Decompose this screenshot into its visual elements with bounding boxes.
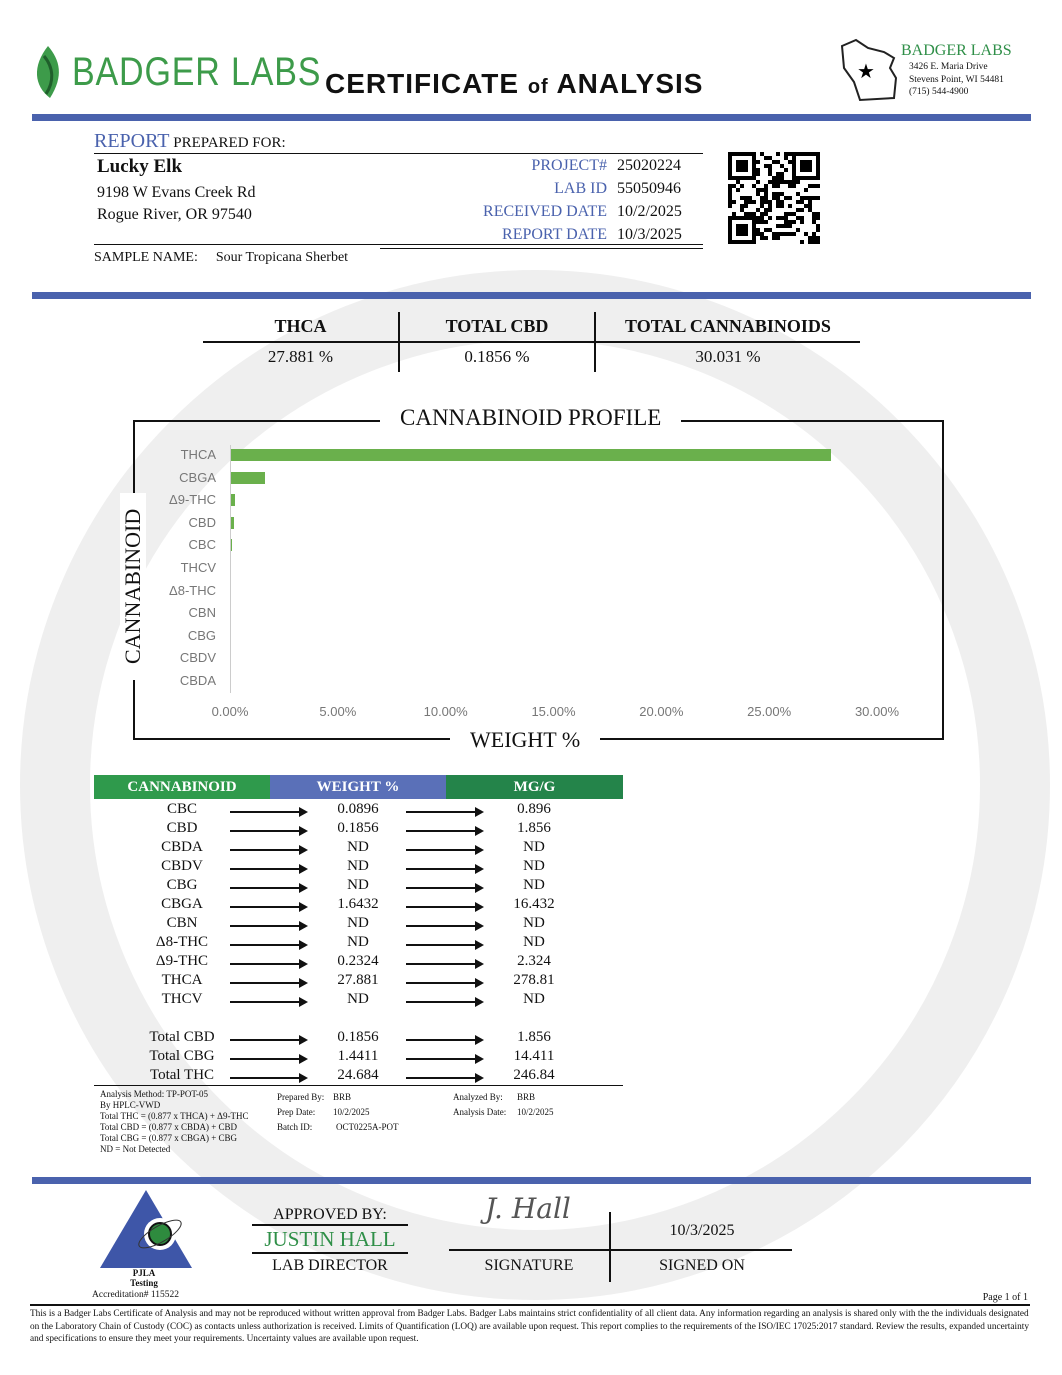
column-header-mgg: MG/G <box>446 775 623 799</box>
divider <box>32 114 1031 121</box>
table-row: Δ9-THC 0.2324 2.324 <box>155 953 551 969</box>
y-tick-label: Δ9-THC <box>169 492 216 508</box>
table-row: CBDV ND ND <box>161 858 545 874</box>
x-tick-label: 5.00% <box>319 704 357 719</box>
divider <box>94 1085 623 1086</box>
chart-title: CANNABINOID PROFILE <box>380 405 682 431</box>
meta-row: LAB ID 55050946 <box>554 180 681 197</box>
table-row: THCV ND ND <box>161 991 545 1007</box>
logo-text: BADGER LABS <box>72 50 322 94</box>
y-axis-label: CANNABINOID <box>120 492 146 680</box>
x-tick-label: 0.00% <box>211 704 249 719</box>
bar <box>230 449 832 461</box>
meta-row: REPORT DATE 10/3/2025 <box>502 226 682 243</box>
table-row: CBC 0.0896 0.896 <box>166 801 551 817</box>
note-line: Analysis Method: TP-POT-05 <box>100 1089 209 1099</box>
analysis-notes: Analysis Method: TP-POT-05 By HPLC-VWD Tot… <box>100 1089 248 1155</box>
y-tick-label: CBDA <box>179 673 216 688</box>
table-row: Δ8-THC ND ND <box>155 934 545 950</box>
approved-by-label: APPROVED BY: <box>252 1206 408 1226</box>
analysis-info: Analyzed By: BRB Analysis Date: 10/2/2025 <box>453 1092 554 1117</box>
column-header-cannabinoid: CANNABINOID <box>94 775 270 799</box>
sample-name: SAMPLE NAME: Sour Tropicana Sherbet <box>94 244 703 266</box>
table-row: CBDA ND ND <box>161 839 545 855</box>
x-tick-label: 25.00% <box>747 704 792 719</box>
note-line: Total THC = (0.877 x THCA) + Δ9-THC <box>100 1111 249 1121</box>
divider <box>449 1249 792 1251</box>
signed-on-label: SIGNED ON <box>659 1257 745 1274</box>
bar <box>230 516 234 529</box>
table-row: Total CBG 1.4411 14.411 <box>149 1048 555 1064</box>
lab-name: BADGER LABS <box>901 42 1012 59</box>
x-axis-label: WEIGHT % <box>450 727 601 753</box>
signed-date: 10/3/2025 <box>669 1222 735 1239</box>
y-tick-label: Δ8-THC <box>169 582 216 598</box>
approver-name: JUSTIN HALL <box>252 1227 408 1254</box>
note-line: Total CBG = (0.877 x CBGA) + CBG <box>100 1133 238 1143</box>
note-line: Total CBD = (0.877 x CBDA) + CBD <box>100 1122 238 1132</box>
page-number: Page 1 of 1 <box>982 1292 1028 1303</box>
disclaimer: This is a Badger Labs Certificate of Ana… <box>30 1304 1030 1346</box>
y-tick-label: THCV <box>180 560 216 575</box>
approver-role: LAB DIRECTOR <box>272 1257 388 1274</box>
badger-logo-icon <box>30 46 66 98</box>
y-tick-label: CBC <box>188 537 216 553</box>
table-row: CBGA 1.6432 16.432 <box>161 896 555 912</box>
client-address: 9198 W Evans Creek Rd Rogue River, OR 975… <box>97 184 256 223</box>
qr-code[interactable] <box>728 152 820 244</box>
y-tick-label: CBN <box>188 605 216 621</box>
x-tick-label: 10.00% <box>423 704 468 719</box>
prep-info: Prepared By: BRB Prep Date: 10/2/2025 Batc… <box>277 1092 399 1132</box>
wisconsin-map-icon: ★ <box>838 38 902 104</box>
chart-frame <box>133 420 944 740</box>
pjla-text: PJLA Testing <box>130 1268 158 1288</box>
y-tick-label: CBGA <box>179 469 216 485</box>
note-line: ND = Not Detected <box>100 1144 171 1154</box>
report-meta: PROJECT# 25020224 LAB ID 55050946 RECEIVED D… <box>380 154 703 249</box>
y-tick-label: CBD <box>188 514 216 530</box>
meta-row: PROJECT# 25020224 <box>531 157 681 174</box>
document-title: CERTIFICATE of ANALYSIS <box>325 68 704 99</box>
accreditation: Accreditation# 115522 <box>92 1290 179 1300</box>
column-header-weight: WEIGHT % <box>270 775 446 799</box>
y-axis-line <box>230 445 231 693</box>
x-tick-label: 15.00% <box>531 704 576 719</box>
bar <box>230 471 266 484</box>
divider <box>609 1212 611 1282</box>
divider <box>32 1177 1031 1184</box>
table-row: CBN ND ND <box>166 915 545 931</box>
table-row: Total CBD 0.1856 1.856 <box>149 1029 551 1045</box>
client-name: Lucky Elk <box>97 156 183 177</box>
table-row: CBD 0.1856 1.856 <box>166 820 551 836</box>
table-row: CBG ND ND <box>166 877 545 893</box>
x-tick-label: 20.00% <box>639 704 684 719</box>
note-line: By HPLC-VWD <box>100 1100 161 1110</box>
table-row: THCA 27.881 278.81 <box>161 972 555 988</box>
report-prepared-for: REPORT PREPARED FOR: <box>94 130 703 154</box>
svg-text:★: ★ <box>857 61 875 83</box>
y-tick-label: CBG <box>187 627 216 643</box>
signature-label: SIGNATURE <box>484 1257 574 1274</box>
bar <box>230 494 235 507</box>
summary-panel: THCA TOTAL CBD TOTAL CANNABINOIDS 27.881… <box>203 312 860 372</box>
signature-image: J. Hall <box>485 1192 571 1225</box>
y-tick-label: THCA <box>180 447 216 462</box>
divider <box>32 292 1031 299</box>
pjla-logo-icon <box>98 1190 194 1270</box>
table-row: Total THC 24.684 246.84 <box>149 1067 555 1083</box>
meta-row: RECEIVED DATE 10/2/2025 <box>483 203 682 220</box>
lab-address: 3426 E. Maria Drive Stevens Point, WI 544… <box>909 62 1004 97</box>
x-tick-label: 30.00% <box>854 704 900 719</box>
y-tick-label: CBDV <box>179 650 216 666</box>
